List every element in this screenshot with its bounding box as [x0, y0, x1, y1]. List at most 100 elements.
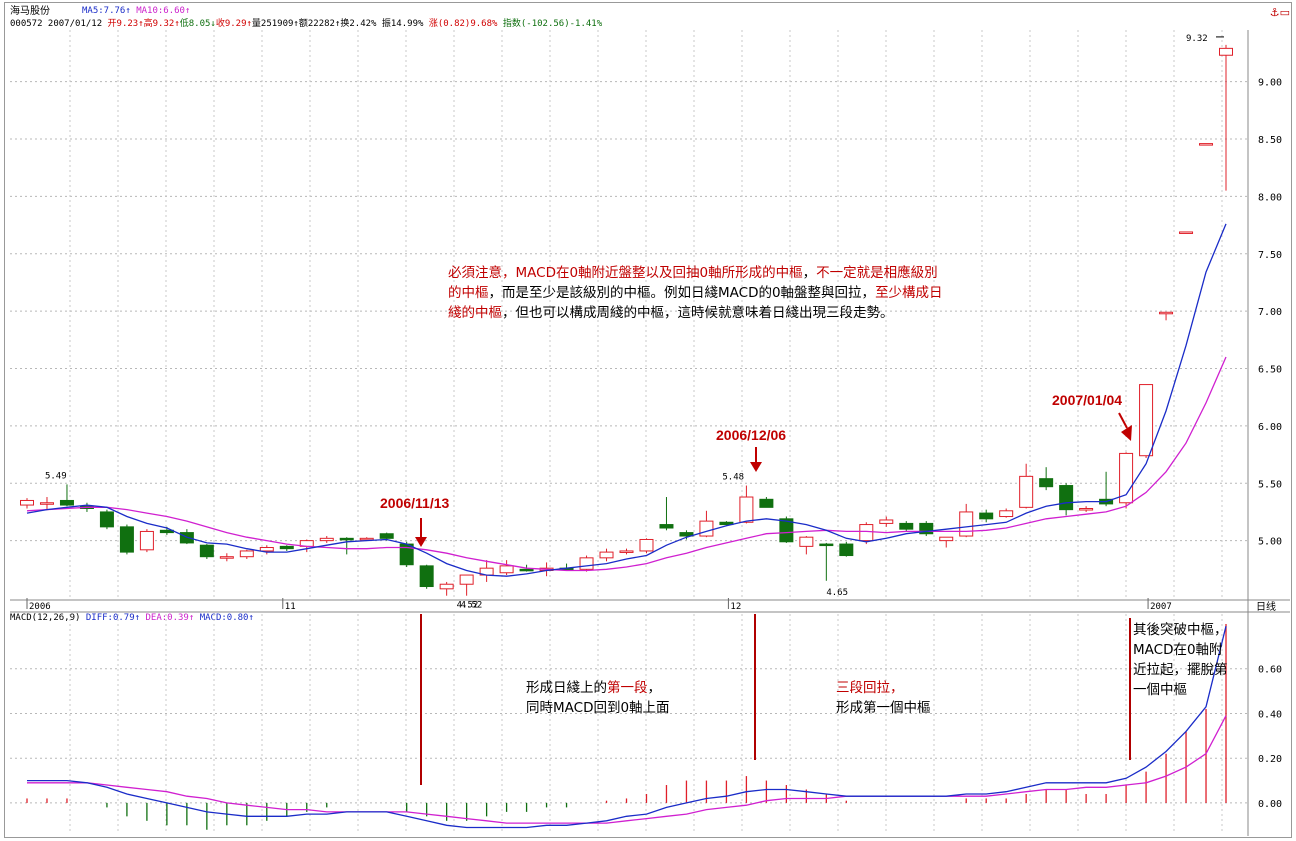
main-annotation: 必須注意，MACD在0軸附近盤整以及回抽0軸所形成的中樞，不一定就是相應級別的中… [448, 263, 948, 323]
price-tick-label: 8.00 [1258, 192, 1282, 203]
candle-body [1059, 485, 1074, 511]
quote-bar: 000572 2007/01/12 开9.23↑高9.32↑低8.05↓收9.2… [10, 19, 602, 30]
macd-legend: MACD(12,26,9) DIFF:0.79↑ DEA:0.39↑ MACD:… [10, 613, 254, 624]
candle-body [519, 568, 534, 572]
candle-body [659, 524, 674, 529]
open-value: 开9.23↑ [107, 19, 144, 29]
price-point-label: 9.32 [1186, 34, 1208, 44]
note-breakout-line1: 其後突破中樞， [1133, 622, 1228, 638]
stock-name: 海马股份 [10, 6, 50, 17]
price-tick-label: 7.50 [1258, 250, 1282, 261]
candle-body [819, 543, 834, 547]
candle-body [799, 536, 814, 547]
candle-body [219, 556, 234, 559]
note-breakout-line4: 一個中樞 [1133, 682, 1187, 698]
arrow-1113-head [415, 537, 427, 547]
macd-tick-label: 0.00 [1258, 799, 1282, 810]
date-label-1113: 2006/11/13 [380, 495, 450, 511]
candle-body [359, 537, 374, 541]
candle-body [719, 521, 734, 526]
candle-body [319, 537, 334, 542]
candle-body [339, 537, 354, 541]
price-point-label: 5.48 [722, 473, 744, 483]
high-value: 高9.32↑ [143, 19, 180, 29]
date-label-0104: 2007/01/04 [1052, 392, 1123, 408]
candle-body [1219, 47, 1233, 56]
index-value: 指数(-102.56)-1.41% [502, 19, 603, 29]
candle-body [239, 550, 254, 558]
candle-body [939, 536, 954, 542]
price-tick-label: 8.50 [1258, 135, 1282, 146]
candle-body [899, 522, 914, 530]
note-breakout: 其後突破中樞， MACD在0軸附 近拉起，擺脫第 一個中樞 [1133, 620, 1228, 700]
turnover-value: 换2.42% [340, 19, 377, 29]
chart-frame [4, 2, 1292, 838]
candle-body [279, 545, 294, 550]
ma5-line [26, 223, 1227, 577]
amplitude-value: 振14.99% [381, 19, 424, 29]
macd-dea: DEA:0.39↑ [145, 613, 195, 623]
amount-value: 额22282↑ [298, 19, 341, 29]
main-annotation-segment: MACD在0軸附近盤整以及回抽0軸所形成的中樞 [515, 265, 803, 281]
note-first-segment: 形成日綫上的第一段， 同時MACD回到0軸上面 [526, 678, 670, 718]
candle-body [759, 498, 774, 508]
price-point-label: 4.52 [457, 601, 479, 611]
macd-tick-label: 0.20 [1258, 754, 1282, 765]
candle-body [839, 543, 854, 557]
candle-body [459, 574, 474, 585]
price-tick-label: 6.00 [1258, 422, 1282, 433]
volume-value: 量251909↑ [251, 19, 299, 29]
candle-body [20, 499, 34, 506]
main-annotation-segment: ， [802, 265, 817, 281]
note-breakout-line2: MACD在0軸附 [1133, 642, 1223, 658]
candle-body [639, 538, 654, 552]
ma5-label: MA5:7.76↑ [82, 6, 131, 16]
macd-diff: DIFF:0.79↑ [85, 613, 141, 623]
candle-body [1139, 384, 1154, 457]
price-tick-label: 5.00 [1258, 537, 1282, 548]
candle-body [259, 547, 274, 552]
price-point-label: 4.65 [826, 588, 848, 598]
x-tick-label: 12 [730, 602, 741, 612]
note-first-segment-b: 第一段 [607, 680, 648, 696]
main-annotation-segment: 不一定就是相應級別的中樞 [448, 265, 938, 301]
date-label-1206: 2006/12/06 [716, 427, 787, 443]
candle-body [419, 565, 434, 588]
macd-tick-label: 0.40 [1258, 709, 1282, 720]
candle-body [579, 557, 594, 570]
candle-body [879, 519, 894, 524]
diff-line [27, 626, 1227, 829]
note-three-pullback-line1: 三段回拉， [836, 680, 904, 696]
main-annotation-segment: ，這時候就意味着日綫出現三段走勢。 [664, 305, 894, 321]
x-tick-label: 2007 [1150, 602, 1172, 612]
note-first-segment-a: 形成日綫上的 [526, 680, 607, 696]
candle-body [199, 544, 214, 558]
ma10-label: MA10:6.60↑ [136, 6, 191, 16]
candle-body [1199, 143, 1214, 146]
macd-tick-label: 0.60 [1258, 665, 1282, 676]
code-date: 000572 2007/01/12 [10, 19, 103, 29]
close-value: 收9.29↑ [215, 19, 252, 29]
candle-body [379, 533, 394, 539]
candle-body [779, 518, 794, 543]
candle-body [619, 550, 634, 553]
arrow-1206-head [750, 462, 762, 472]
ma10-line [26, 356, 1227, 572]
arrow-0104 [1118, 412, 1128, 429]
main-annotation-segment: 必須注意， [448, 265, 516, 281]
note-breakout-line3: 近拉起，擺脫第 [1133, 662, 1228, 678]
low-value: 低8.05↓ [179, 19, 216, 29]
candle-body [1179, 231, 1194, 234]
price-tick-label: 5.50 [1258, 479, 1282, 490]
candle-body [439, 583, 454, 590]
note-first-segment-line2: 同時MACD回到0軸上面 [526, 700, 670, 716]
arrow-0104-head [1121, 425, 1132, 441]
candle-body [979, 512, 994, 520]
pin-icon[interactable]: ⚓▭ [1269, 6, 1290, 19]
macd-params: MACD(12,26,9) [10, 613, 81, 623]
price-point-label: 5.49 [45, 471, 67, 481]
note-three-pullback: 三段回拉， 形成第一個中樞 [836, 678, 931, 718]
candle-body [139, 530, 154, 551]
candle-body [739, 496, 754, 523]
